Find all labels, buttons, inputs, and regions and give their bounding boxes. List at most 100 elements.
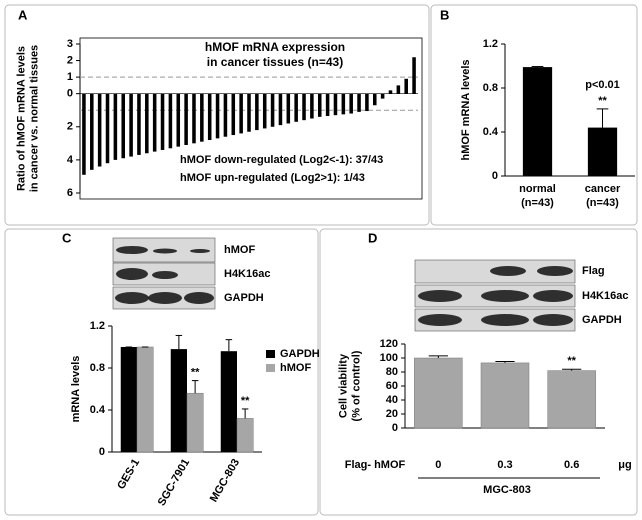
category-note: (n=43): [586, 197, 619, 209]
bar: [152, 93, 157, 152]
bar: [97, 93, 102, 167]
y-tick-label: 0: [392, 422, 398, 434]
bar: [341, 93, 346, 115]
bar: [302, 93, 306, 121]
y-tick-label: 4: [67, 154, 74, 166]
bar: [129, 93, 133, 157]
y-axis-label: (% of control): [350, 350, 362, 421]
y-tick-label: 2: [67, 121, 73, 133]
bar: [231, 93, 236, 136]
bar: [220, 351, 237, 452]
annotation: p<0.01: [585, 79, 620, 91]
x-tick-label: 0.3: [497, 459, 512, 471]
chart-title: in cancer tissues (n=43): [207, 55, 343, 69]
bar: [317, 93, 322, 117]
y-tick-label: 1.2: [483, 38, 498, 50]
y-axis-label: Cell viability: [337, 353, 349, 418]
y-axis-label: Ratio of hMOF mRNA levels: [15, 46, 27, 191]
bar: [186, 392, 204, 453]
bar: [372, 93, 377, 106]
y-axis-label: in cancer vs. normal tissues: [28, 45, 40, 192]
y-axis-label: mRNA levels: [70, 356, 82, 423]
bar: [349, 93, 353, 114]
chart-title: hMOF mRNA expression: [205, 40, 345, 54]
panel-frame: [319, 228, 638, 516]
bar: [414, 357, 463, 429]
x-tick-label: 0.6: [564, 459, 579, 471]
y-tick-label: 120: [380, 338, 398, 350]
bar: [82, 93, 86, 175]
bar: [120, 347, 137, 452]
bar: [207, 93, 212, 141]
note: hMOF down-regulated (Log2<-1): 37/43: [180, 154, 383, 166]
panel-letter: D: [368, 230, 377, 245]
x-tick-label: SGC-7901: [156, 457, 192, 508]
bar: [325, 93, 330, 117]
y-tick-label: 0.4: [483, 126, 499, 138]
bar: [105, 93, 110, 164]
panel-frame: [4, 228, 319, 516]
y-tick-label: 2: [67, 54, 73, 66]
group-label: MGC-803: [483, 484, 531, 496]
y-tick-label: 0.8: [483, 82, 498, 94]
bar: [236, 418, 254, 453]
legend-swatch: [266, 350, 275, 358]
y-tick-label: 1.2: [90, 320, 105, 332]
bar: [121, 93, 126, 159]
blot-label: H4K16ac: [582, 290, 628, 302]
y-tick-label: 0: [492, 170, 498, 182]
y-tick-label: 3: [67, 38, 73, 50]
bar: [365, 93, 369, 112]
y-tick-label: 40: [386, 394, 398, 406]
bar: [547, 370, 596, 429]
y-tick-label: 6: [67, 187, 73, 199]
bar: [357, 93, 361, 112]
bar: [255, 93, 259, 131]
unit-label: μg: [618, 459, 631, 471]
bar: [310, 93, 314, 119]
bar: [270, 93, 275, 127]
bar: [223, 93, 228, 137]
bar: [168, 93, 173, 149]
bar: [380, 93, 385, 99]
y-axis-label: hMOF mRNA levels: [460, 59, 472, 160]
bar: [176, 93, 181, 147]
x-tick-label: GES-1: [115, 457, 142, 492]
bar: [480, 362, 530, 429]
blot-label: hMOF: [224, 244, 255, 256]
x-tick-label: 0: [435, 459, 441, 471]
panel-frame: [430, 4, 638, 226]
bar: [278, 93, 283, 126]
y-tick-label: 0: [99, 446, 105, 458]
bar: [136, 346, 154, 453]
bar: [262, 93, 267, 129]
annotation: **: [191, 367, 200, 379]
blot-c: [112, 237, 216, 310]
annotation: **: [241, 395, 250, 407]
bar: [184, 93, 188, 145]
blot-label: GAPDH: [224, 292, 264, 304]
bar: [294, 93, 298, 122]
note: hMOF upn-regulated (Log2>1): 1/43: [180, 172, 365, 184]
bar: [396, 85, 401, 94]
bar: [239, 93, 243, 134]
y-tick-label: 0.4: [90, 404, 106, 416]
bar: [113, 93, 118, 160]
bar: [286, 93, 291, 124]
panel-letter: B: [440, 7, 449, 22]
x-tick-label: MGC-803: [208, 457, 242, 504]
x-tick-label: normal: [519, 183, 556, 195]
blot-d: [414, 259, 576, 332]
x-tick-label: cancer: [585, 183, 621, 195]
bar: [388, 90, 393, 94]
bar: [145, 93, 149, 154]
bar: [412, 57, 416, 94]
annotation: **: [598, 95, 607, 107]
blot-label: Flag: [582, 265, 605, 277]
bar: [90, 93, 94, 170]
panel-letter: A: [18, 7, 28, 22]
panel-frame: [4, 4, 430, 226]
y-tick-label: 0: [67, 88, 73, 100]
bar: [200, 93, 204, 142]
